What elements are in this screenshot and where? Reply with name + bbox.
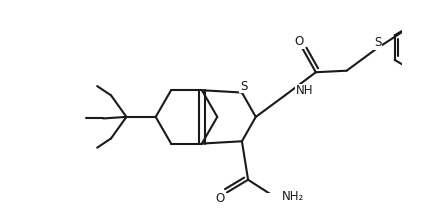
Text: S: S: [240, 80, 247, 93]
Text: NH₂: NH₂: [282, 190, 304, 203]
Text: S: S: [374, 36, 381, 49]
Text: O: O: [216, 192, 225, 205]
Text: O: O: [294, 35, 304, 48]
Text: NH: NH: [296, 84, 313, 97]
